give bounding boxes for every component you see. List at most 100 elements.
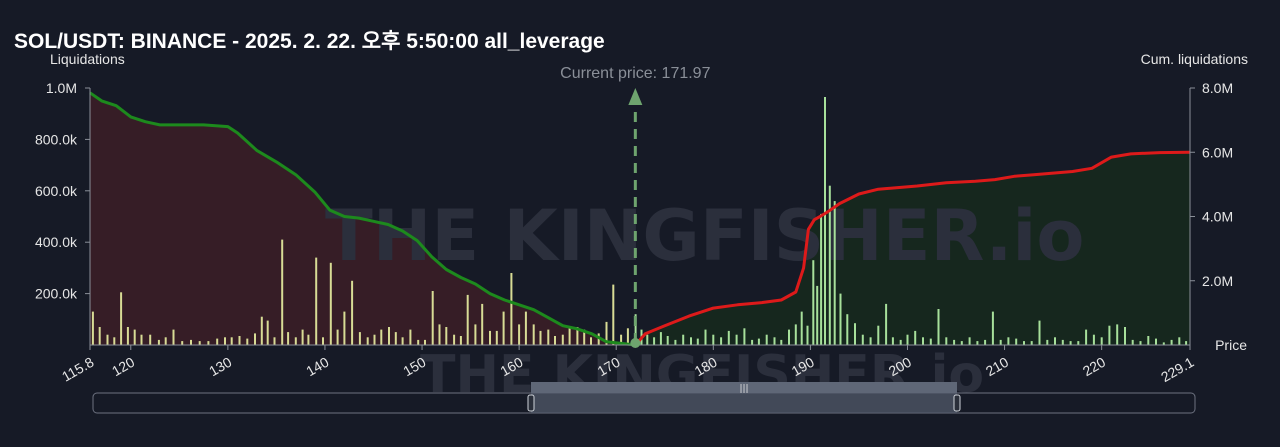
range-slider-grip-icon[interactable]: |||	[739, 384, 748, 394]
long-liquidation-bar	[133, 329, 136, 345]
short-liquidation-bar	[1092, 334, 1095, 345]
short-liquidation-bar	[937, 309, 940, 345]
short-liquidation-bar	[833, 201, 836, 345]
short-liquidation-bar	[666, 336, 669, 345]
short-liquidation-bar	[968, 337, 971, 345]
short-cum-area	[635, 152, 1190, 345]
long-liquidation-bar	[336, 329, 339, 345]
short-liquidation-bar	[1046, 339, 1049, 345]
short-liquidation-bar	[999, 339, 1002, 345]
short-liquidation-bar	[885, 303, 888, 345]
long-liquidation-bar	[554, 336, 556, 345]
watermark: THE KINGFISHER.io THE KINGFISHER.io	[325, 195, 1084, 405]
range-slider-left-handle[interactable]	[527, 394, 535, 412]
current-price-dot	[630, 338, 641, 348]
short-liquidation-bar	[945, 337, 948, 345]
long-liquidation-bar	[315, 257, 318, 345]
short-liquidation-bar	[794, 324, 797, 345]
short-liquidation-bar	[1147, 336, 1150, 345]
long-liquidation-bar	[547, 329, 550, 345]
long-liquidation-bar	[510, 273, 513, 345]
long-liquidation-bar	[266, 320, 269, 345]
long-liquidation-bar	[113, 337, 116, 345]
short-liquidation-bar	[960, 341, 963, 345]
long-liquidation-bar	[626, 328, 629, 345]
short-liquidation-bar	[922, 337, 924, 345]
short-liquidation-bar	[674, 339, 677, 345]
short-liquidation-bar	[800, 311, 803, 345]
long-liquidation-bar	[149, 334, 152, 345]
long-liquidation-bar	[590, 337, 592, 345]
long-liquidation-bar	[605, 321, 608, 345]
y-right-tick-label: 8.0M	[1202, 80, 1233, 96]
long-liquidation-bar	[260, 316, 263, 345]
short-liquidation-bar	[1085, 329, 1088, 345]
range-slider-right-handle[interactable]	[953, 394, 961, 412]
x-tick-label: 220	[1080, 354, 1108, 380]
long-liquidation-bar	[140, 334, 143, 345]
short-liquidation-bar	[1108, 325, 1111, 345]
long-liquidation-bar	[224, 337, 226, 345]
long-liquidation-bar	[438, 324, 441, 345]
y-right-tick-label: 6.0M	[1202, 144, 1233, 160]
short-liquidation-bar	[824, 97, 826, 345]
long-liquidation-bar	[474, 324, 477, 345]
short-liquidation-bar	[727, 330, 730, 345]
long-liquidation-bar	[207, 341, 210, 345]
long-liquidation-bar	[172, 329, 175, 345]
short-liquidation-bar	[773, 337, 776, 345]
short-liquidation-bar	[1116, 324, 1119, 345]
long-liquidation-bar	[518, 324, 521, 345]
y-right-axis-label: Cum. liquidations	[1141, 51, 1248, 67]
long-liquidation-bar	[254, 333, 256, 345]
x-axis-label: Price	[1215, 337, 1247, 353]
long-liquidation-bar	[343, 311, 346, 345]
long-cum-area	[90, 92, 636, 345]
current-price-arrow-icon	[628, 88, 643, 105]
short-liquidation-bar	[828, 185, 831, 345]
y-left-tick-label: 600.0k	[35, 183, 78, 199]
long-liquidation-bar	[466, 294, 469, 345]
short-liquidation-bar	[806, 325, 809, 345]
long-liquidation-bar	[329, 262, 332, 345]
short-liquidation-bar	[1139, 341, 1142, 345]
long-liquidation-bar	[445, 327, 448, 345]
short-liquidation-bar	[712, 334, 715, 345]
range-slider[interactable]: |||	[92, 382, 1196, 414]
long-liquidation-bar	[230, 337, 233, 345]
range-slider-top-grip[interactable]	[531, 382, 957, 393]
x-tick-label: 120	[109, 354, 137, 380]
cumulative-lines	[89, 91, 1191, 347]
short-liquidation-bar	[757, 338, 760, 345]
liquidation-bars	[91, 97, 1188, 346]
short-liquidation-bar	[1061, 339, 1064, 345]
short-liquidation-bar	[682, 334, 685, 345]
short-liquidation-bar	[1038, 320, 1041, 345]
long-liquidation-bar	[561, 334, 564, 345]
x-tick-label: 115.8	[59, 354, 97, 385]
short-liquidation-bar	[991, 311, 994, 345]
long-liquidation-bar	[481, 303, 484, 345]
short-liquidation-bar	[877, 325, 880, 345]
long-liquidation-bar	[409, 329, 412, 345]
short-liquidation-bar	[659, 332, 662, 345]
short-liquidation-bar	[696, 338, 699, 345]
long-liquidation-bar	[307, 334, 310, 345]
short-liquidation-bar	[1007, 337, 1010, 345]
long-liquidation-bar	[281, 239, 284, 345]
y-left-tick-label: 400.0k	[35, 234, 78, 250]
long-liquidation-bar	[238, 336, 241, 345]
long-liquidation-bar	[495, 330, 498, 345]
long-liquidation-bar	[431, 291, 434, 345]
short-liquidation-bar	[743, 328, 746, 345]
chart-title: SOL/USDT: BINANCE - 2025. 2. 22. 오후 5:50…	[14, 29, 605, 53]
long-liquidation-bar	[198, 341, 201, 345]
short-liquidation-bar	[765, 334, 768, 345]
short-liquidation-bar	[634, 314, 637, 345]
short-liquidation-bar	[1054, 337, 1056, 345]
long-liquidation-bar	[394, 332, 397, 345]
short-liquidation-bar	[751, 339, 754, 345]
long-liquidation-bar	[489, 330, 491, 345]
y-left-tick-label: 200.0k	[35, 286, 78, 302]
